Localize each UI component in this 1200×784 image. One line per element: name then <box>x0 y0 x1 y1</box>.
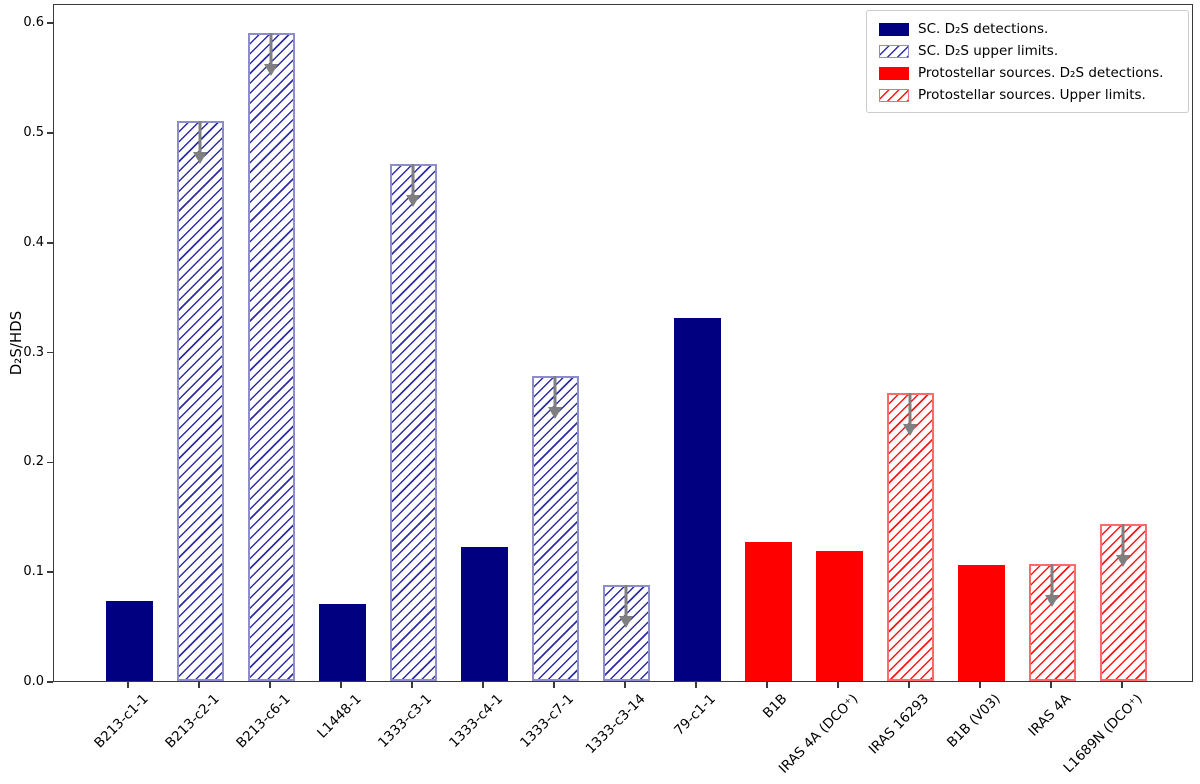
x-tick-mark <box>198 682 200 688</box>
legend-swatch-icon <box>879 66 909 80</box>
plot-area <box>53 4 1193 682</box>
x-tick-label: B1B <box>759 691 791 722</box>
x-tick-label: L1448-1 <box>313 691 365 742</box>
bar-detection <box>105 601 153 681</box>
x-tick-label: IRAS 4A <box>1025 691 1075 740</box>
y-tick-mark <box>47 681 53 683</box>
arrow-stem <box>411 164 415 196</box>
y-tick-mark <box>47 242 53 244</box>
y-tick-label: 0.1 <box>23 564 44 580</box>
upper-limit-arrow-icon <box>548 376 562 422</box>
x-tick-label: B1B (V03) <box>943 691 1004 751</box>
upper-limit-arrow-icon <box>619 585 633 631</box>
legend-swatch-icon <box>879 44 909 58</box>
legend-swatch-icon <box>879 22 909 36</box>
bar-upper-limit <box>1099 524 1147 681</box>
arrow-head <box>619 616 633 628</box>
upper-limit-arrow-icon <box>193 121 207 167</box>
arrow-stem <box>908 393 912 425</box>
x-tick-label: B213-c6-1 <box>232 691 294 752</box>
legend-row: SC. D₂S detections. <box>876 18 1179 40</box>
arrow-stem <box>269 33 273 65</box>
y-tick-label: 0.6 <box>23 15 44 31</box>
x-tick-mark <box>482 682 484 688</box>
x-tick-label: 1333-c4-1 <box>446 691 507 751</box>
legend-row: SC. D₂S upper limits. <box>876 40 1179 62</box>
x-tick-mark <box>411 682 413 688</box>
x-tick-label: B213-c2-1 <box>161 691 223 752</box>
y-tick-label: 0.3 <box>23 344 44 360</box>
upper-limit-arrow-icon <box>1116 524 1130 570</box>
bar-detection <box>744 542 792 681</box>
x-tick-label: B213-c1-1 <box>90 691 152 752</box>
x-tick-mark <box>269 682 271 688</box>
bar-upper-limit <box>1028 564 1076 681</box>
bar-upper-limit <box>176 121 224 681</box>
upper-limit-arrow-icon <box>406 164 420 210</box>
y-tick-label: 0.4 <box>23 234 44 250</box>
legend-swatch-icon <box>879 88 909 102</box>
arrow-head <box>903 424 917 436</box>
x-tick-mark <box>837 682 839 688</box>
x-tick-mark <box>127 682 129 688</box>
arrow-head <box>193 152 207 164</box>
x-tick-mark <box>553 682 555 688</box>
legend-row: Protostellar sources. Upper limits. <box>876 84 1179 106</box>
bar-detection <box>957 565 1005 681</box>
arrow-stem <box>198 121 202 153</box>
arrow-stem <box>553 376 557 408</box>
arrow-head <box>548 407 562 419</box>
x-tick-label: 1333-c3-1 <box>375 691 436 751</box>
x-tick-label: 79-c1-1 <box>671 691 720 739</box>
x-tick-mark <box>908 682 910 688</box>
arrow-stem <box>1121 524 1125 556</box>
x-tick-mark <box>624 682 626 688</box>
x-tick-mark <box>340 682 342 688</box>
upper-limit-arrow-icon <box>264 33 278 79</box>
x-tick-mark <box>695 682 697 688</box>
upper-limit-arrow-icon <box>1045 564 1059 610</box>
bar-upper-limit <box>247 33 295 681</box>
x-tick-label: 1333-c3-14 <box>582 691 649 757</box>
y-tick-label: 0.5 <box>23 125 44 140</box>
legend-label: Protostellar sources. Upper limits. <box>918 87 1146 103</box>
x-tick-mark <box>1121 682 1123 688</box>
bar-detection <box>673 318 721 681</box>
upper-limit-arrow-icon <box>903 393 917 439</box>
arrow-head <box>406 195 420 207</box>
x-tick-label: L1689N (DCO⁺) <box>1060 691 1146 777</box>
x-tick-mark <box>979 682 981 688</box>
y-axis-label: D₂S/HDS <box>7 310 25 376</box>
y-tick-label: 0.2 <box>23 454 44 470</box>
arrow-stem <box>624 585 628 617</box>
legend-label: SC. D₂S upper limits. <box>918 43 1059 59</box>
x-tick-mark <box>1050 682 1052 688</box>
y-tick-label: 0.0 <box>23 674 44 689</box>
bar-detection <box>318 604 366 681</box>
arrow-head <box>1045 595 1059 607</box>
legend: SC. D₂S detections. SC. D₂S upper limits.… <box>866 10 1189 113</box>
bar-detection <box>460 547 508 681</box>
arrow-stem <box>1050 564 1054 596</box>
y-tick-mark <box>47 461 53 464</box>
bar-detection <box>815 551 863 681</box>
x-tick-label: 1333-c7-1 <box>517 691 578 751</box>
bar-upper-limit <box>531 376 579 681</box>
y-tick-mark <box>47 132 53 134</box>
legend-label: Protostellar sources. D₂S detections. <box>918 65 1164 81</box>
bar-upper-limit <box>389 164 437 681</box>
arrow-head <box>1116 555 1130 567</box>
y-tick-mark <box>47 571 53 573</box>
y-tick-mark <box>47 22 53 24</box>
bar-upper-limit <box>602 585 650 681</box>
x-tick-label: IRAS 16293 <box>865 691 933 758</box>
legend-label: SC. D₂S detections. <box>918 21 1049 37</box>
x-tick-mark <box>766 682 768 688</box>
arrow-head <box>264 64 278 76</box>
legend-row: Protostellar sources. D₂S detections. <box>876 62 1179 84</box>
bar-upper-limit <box>886 393 934 681</box>
y-tick-mark <box>47 351 53 354</box>
